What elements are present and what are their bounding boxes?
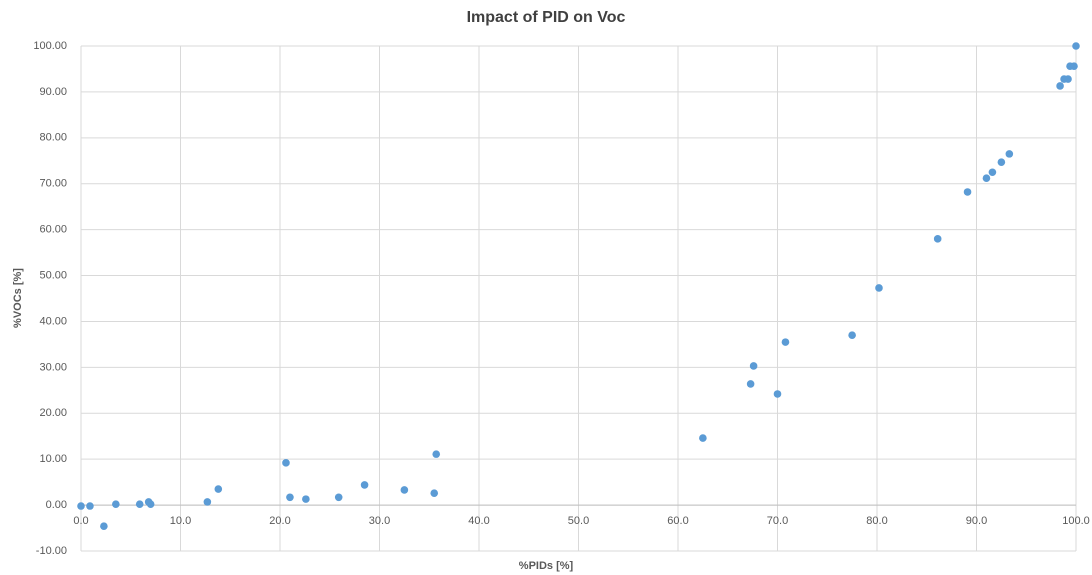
y-tick-label: 90.00 [39,86,67,98]
point [282,459,290,467]
point [400,486,409,494]
x-tick-label: 50.0 [568,515,589,527]
point [982,174,991,183]
chart-title: Impact of PID on Voc [467,9,626,26]
x-tick-label: 70.0 [767,515,788,527]
point [1056,82,1064,90]
x-tick-label: 30.0 [369,515,390,527]
point [430,489,439,497]
point [963,188,972,196]
point [286,493,294,502]
point [100,522,108,531]
point [699,434,707,442]
y-tick-label: -10.00 [36,545,67,557]
x-tick-label: 0.0 [73,515,88,527]
point [749,362,758,370]
point [1070,62,1078,70]
point [1072,42,1080,50]
y-tick-label: 30.00 [39,361,67,373]
x-tick-label: 10.0 [170,515,191,527]
x-axis-title: %PIDs [%] [519,560,574,572]
point [933,235,942,243]
point [214,485,223,493]
point [112,500,120,508]
y-tick-label: 60.00 [39,224,67,236]
y-axis-title: %VOCs [%] [12,268,24,328]
point [302,495,310,503]
point [848,331,856,340]
point [781,338,790,346]
y-tick-label: 50.00 [39,269,67,281]
x-tick-label: 40.0 [468,515,489,527]
point [360,481,369,489]
point [988,168,997,177]
point [773,390,782,398]
y-tick-label: 20.00 [39,407,67,419]
x-tick-label: 60.0 [667,515,688,527]
point [432,450,441,458]
point [997,158,1006,166]
y-tick-label: 40.00 [39,315,67,327]
point [203,498,212,506]
x-tick-label: 80.0 [866,515,887,527]
x-tick-label: 20.0 [269,515,290,527]
point [86,502,94,510]
y-tick-label: 80.00 [39,132,67,144]
y-tick-label: 10.00 [39,453,67,465]
point [746,380,755,388]
point [135,500,144,508]
y-tick-label: 0.00 [46,499,67,511]
point [1005,150,1014,158]
y-tick-label: 100.00 [33,40,67,52]
x-tick-label: 90.0 [966,515,987,527]
point [77,502,85,510]
point [334,493,343,502]
x-tick-label: 100.0 [1062,515,1090,527]
point [875,284,883,292]
point [1064,75,1072,83]
y-tick-label: 70.00 [39,178,67,190]
point [146,500,155,508]
